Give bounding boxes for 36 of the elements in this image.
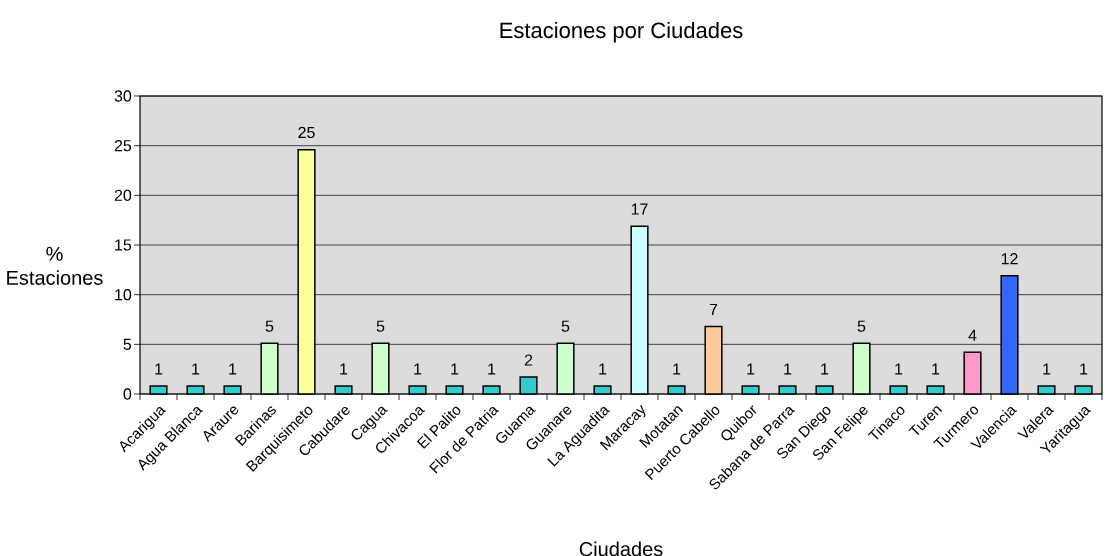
data-label: 1	[192, 363, 200, 375]
data-label: 12	[1001, 253, 1018, 265]
data-label: 7	[709, 303, 718, 315]
data-label: 4	[968, 329, 977, 341]
data-label: 5	[376, 320, 385, 332]
data-label: 1	[784, 363, 792, 375]
data-label: 5	[561, 320, 570, 332]
data-label: 1	[229, 363, 237, 375]
data-label: 1	[1043, 363, 1051, 375]
y-axis-title: % Estaciones	[7, 246, 103, 285]
data-label: 1	[599, 363, 607, 375]
data-label: 1	[340, 363, 348, 375]
data-label: 2	[524, 354, 533, 366]
data-label: 1	[821, 363, 829, 375]
y-tick-label: 0	[123, 388, 132, 400]
data-label: 17	[631, 203, 648, 215]
data-label: 25	[298, 126, 315, 139]
data-label: 1	[932, 363, 940, 375]
data-label: 1	[747, 363, 755, 375]
data-label: 1	[414, 363, 422, 375]
x-axis-title: Ciudades	[579, 541, 663, 556]
data-label: 1	[673, 363, 681, 375]
y-tick-label: 5	[123, 338, 132, 350]
data-label: 5	[857, 320, 866, 332]
y-tick-label: 10	[115, 289, 132, 301]
data-label: 1	[451, 363, 459, 375]
data-label: 1	[488, 363, 496, 375]
chart-title: Estaciones por Ciudades	[500, 22, 743, 43]
data-label: 5	[265, 320, 274, 332]
data-label: 1	[895, 363, 903, 375]
y-tick-label: 25	[114, 140, 132, 152]
y-tick-label: 30	[114, 90, 132, 102]
y-tick-label: 15	[115, 239, 132, 251]
data-label: 1	[155, 363, 163, 375]
data-label: 1	[1080, 363, 1088, 375]
y-tick-label: 20	[114, 189, 132, 201]
